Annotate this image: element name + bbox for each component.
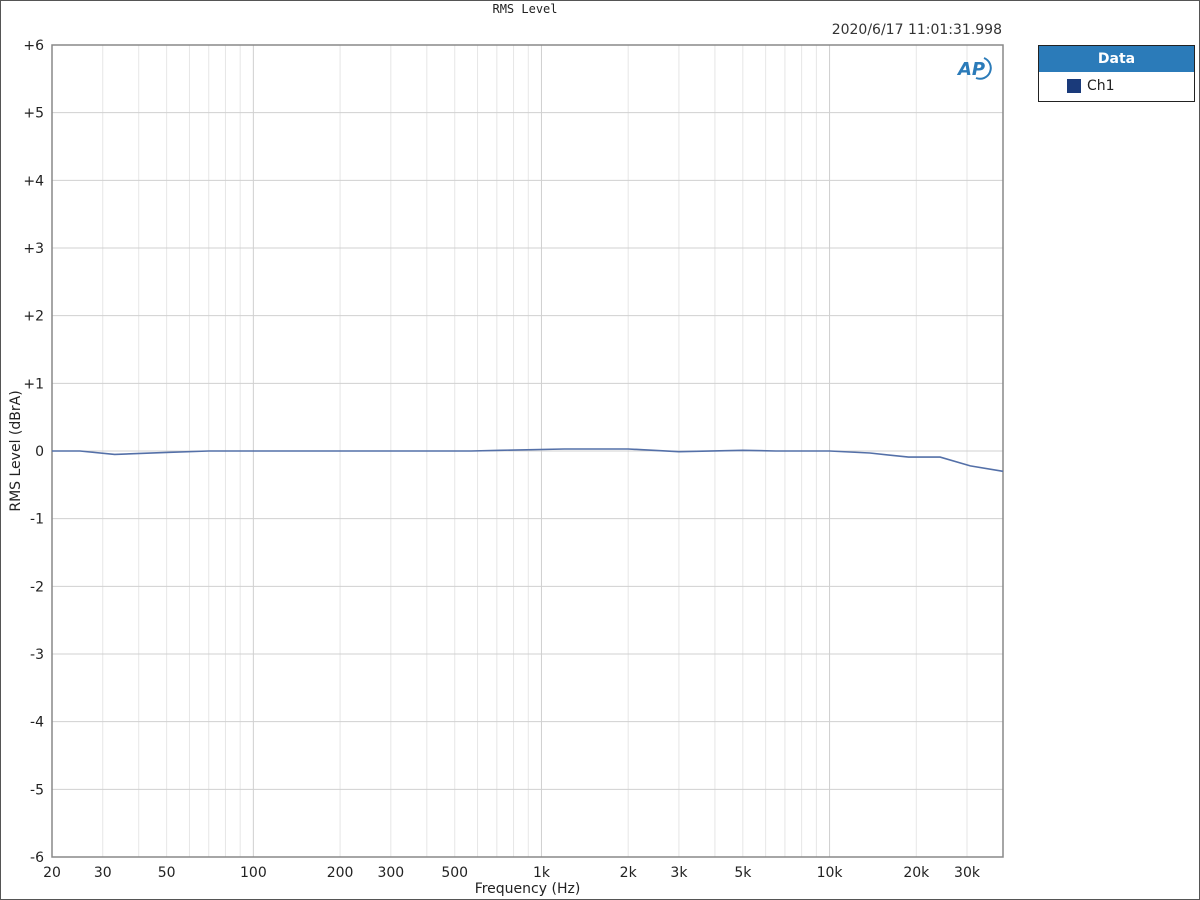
x-axis-label: Frequency (Hz) <box>475 881 581 897</box>
y-tick-label: 0 <box>35 444 44 460</box>
legend-label: Ch1 <box>1087 78 1115 94</box>
legend: Data Ch1 <box>1038 45 1195 102</box>
y-tick-label: +5 <box>23 106 44 122</box>
y-tick-label: +3 <box>23 241 44 257</box>
x-tick-label: 2k <box>620 865 638 881</box>
x-tick-label: 10k <box>817 865 844 881</box>
legend-item-ch1[interactable]: Ch1 <box>1039 72 1194 94</box>
timestamp: 2020/6/17 11:01:31.998 <box>831 22 1002 38</box>
x-tick-label: 50 <box>158 865 176 881</box>
y-tick-label: -3 <box>30 647 44 663</box>
y-tick-label: -1 <box>30 512 44 528</box>
ap-logo-arc <box>975 57 992 80</box>
x-tick-label: 300 <box>377 865 404 881</box>
x-tick-label: 100 <box>240 865 267 881</box>
legend-swatch <box>1067 79 1081 93</box>
x-tick-label: 5k <box>734 865 752 881</box>
x-tick-label: 30k <box>954 865 981 881</box>
x-tick-label: 1k <box>533 865 551 881</box>
x-tick-label: 200 <box>327 865 354 881</box>
y-tick-label: -6 <box>30 850 44 866</box>
x-tick-label: 500 <box>441 865 468 881</box>
y-tick-label: -4 <box>30 715 44 731</box>
series-line-ch1 <box>52 448 1004 473</box>
legend-title: Data <box>1039 46 1194 72</box>
y-tick-label: -5 <box>30 782 44 798</box>
x-tick-label: 3k <box>670 865 688 881</box>
x-tick-label: 20k <box>903 865 930 881</box>
x-tick-label: 30 <box>94 865 112 881</box>
y-tick-label: +4 <box>23 173 44 189</box>
ap-logo: AP <box>956 59 985 80</box>
y-tick-label: -2 <box>30 579 44 595</box>
y-tick-label: +2 <box>23 309 44 325</box>
chart-title: RMS Level <box>492 2 558 16</box>
y-tick-label: +1 <box>23 376 44 392</box>
y-axis-label: RMS Level (dBrA) <box>8 390 24 511</box>
x-tick-label: 20 <box>43 865 61 881</box>
y-tick-label: +6 <box>23 38 44 54</box>
